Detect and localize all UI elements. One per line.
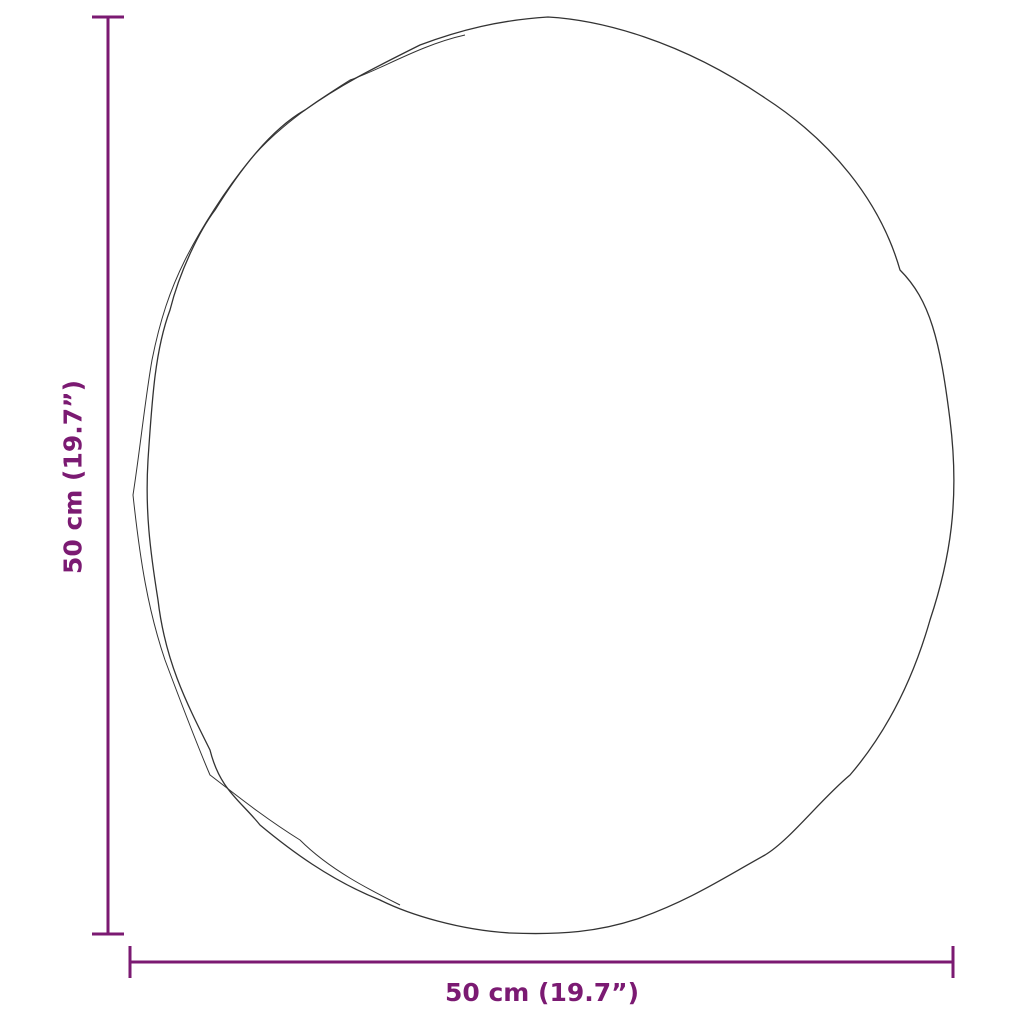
width-label: 50 cm (19.7”) — [444, 978, 640, 1007]
mirror-outline — [146, 16, 955, 935]
width-dimension-line — [128, 946, 955, 978]
height-dimension-line — [92, 15, 124, 936]
mirror-edge — [132, 34, 466, 906]
height-label: 50 cm (19.7”) — [58, 379, 88, 575]
